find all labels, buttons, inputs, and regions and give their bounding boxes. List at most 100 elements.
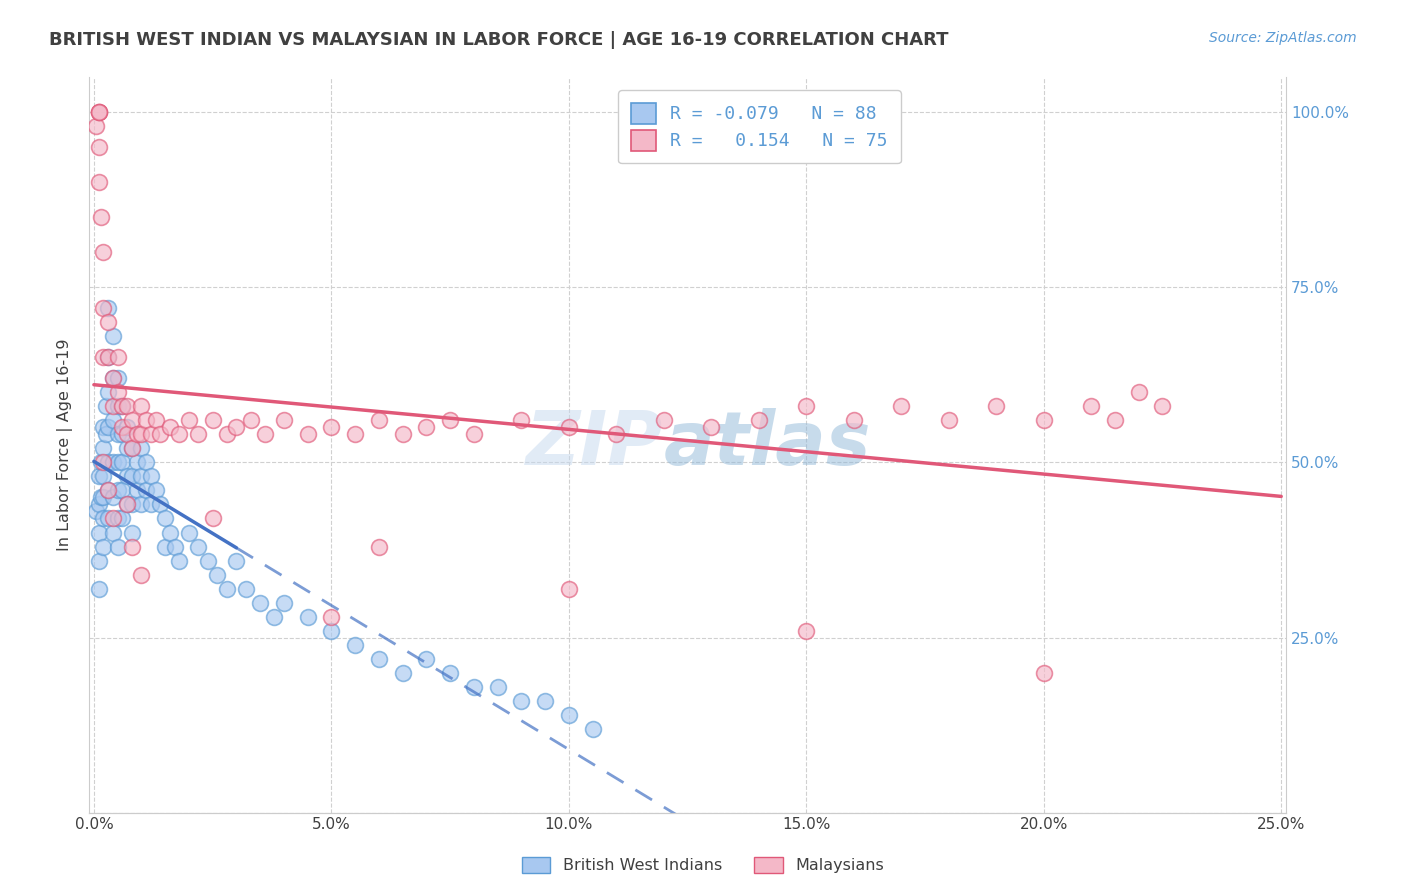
Point <box>115 427 138 442</box>
Point <box>986 400 1008 414</box>
Point <box>367 413 389 427</box>
Point <box>321 624 343 638</box>
Point <box>131 567 153 582</box>
Point <box>97 316 120 330</box>
Point <box>197 553 219 567</box>
Point <box>486 680 509 694</box>
Point <box>187 540 209 554</box>
Point <box>153 540 176 554</box>
Point <box>125 483 148 498</box>
Point <box>463 680 485 694</box>
Point <box>101 511 124 525</box>
Point <box>93 301 115 316</box>
Point <box>534 693 557 707</box>
Point <box>215 427 238 442</box>
Point <box>558 420 581 434</box>
Point <box>558 582 581 596</box>
Point <box>415 420 437 434</box>
Point <box>510 693 533 707</box>
Point <box>225 553 247 567</box>
Point <box>297 609 319 624</box>
Point <box>344 638 367 652</box>
Point <box>145 483 167 498</box>
Point <box>87 176 110 190</box>
Text: atlas: atlas <box>664 409 872 482</box>
Point <box>273 595 295 609</box>
Point <box>87 105 110 120</box>
Point <box>149 427 172 442</box>
Point <box>107 511 129 525</box>
Point <box>111 400 134 414</box>
Point <box>215 582 238 596</box>
Point <box>367 651 389 665</box>
Point <box>391 427 413 442</box>
Point <box>107 540 129 554</box>
Point <box>97 385 120 400</box>
Point <box>84 120 107 134</box>
Point <box>115 420 138 434</box>
Point <box>87 582 110 596</box>
Point <box>263 609 285 624</box>
Point <box>439 665 461 680</box>
Point <box>163 540 186 554</box>
Point <box>239 413 262 427</box>
Legend: British West Indians, Malaysians: British West Indians, Malaysians <box>515 850 891 880</box>
Point <box>463 427 485 442</box>
Point <box>153 511 176 525</box>
Point <box>415 651 437 665</box>
Point <box>249 595 271 609</box>
Point <box>145 413 167 427</box>
Text: BRITISH WEST INDIAN VS MALAYSIAN IN LABOR FORCE | AGE 16-19 CORRELATION CHART: BRITISH WEST INDIAN VS MALAYSIAN IN LABO… <box>49 31 949 49</box>
Point <box>94 427 117 442</box>
Point <box>107 400 129 414</box>
Point <box>1128 385 1150 400</box>
Point <box>107 351 129 365</box>
Point <box>169 553 191 567</box>
Point <box>115 442 138 456</box>
Point <box>111 427 134 442</box>
Text: ZIP: ZIP <box>526 409 664 482</box>
Point <box>97 483 120 498</box>
Point <box>177 413 200 427</box>
Point <box>121 498 143 512</box>
Point <box>344 427 367 442</box>
Point <box>107 385 129 400</box>
Point <box>107 455 129 469</box>
Point <box>125 455 148 469</box>
Text: Source: ZipAtlas.com: Source: ZipAtlas.com <box>1209 31 1357 45</box>
Legend: R = -0.079   N = 88, R =   0.154   N = 75: R = -0.079 N = 88, R = 0.154 N = 75 <box>619 90 901 163</box>
Point <box>131 400 153 414</box>
Point <box>652 413 675 427</box>
Point <box>794 400 817 414</box>
Point <box>139 498 162 512</box>
Point <box>87 469 110 483</box>
Point <box>101 525 124 540</box>
Point <box>93 455 115 469</box>
Point <box>131 469 153 483</box>
Point <box>1080 400 1102 414</box>
Point <box>605 427 627 442</box>
Point <box>794 624 817 638</box>
Point <box>131 442 153 456</box>
Point <box>101 455 124 469</box>
Point <box>107 427 129 442</box>
Point <box>159 525 181 540</box>
Point <box>125 427 148 442</box>
Point <box>111 455 134 469</box>
Point <box>94 400 117 414</box>
Point <box>139 427 162 442</box>
Point <box>87 105 110 120</box>
Point <box>90 455 112 469</box>
Point <box>93 442 115 456</box>
Point <box>748 413 770 427</box>
Point <box>97 351 120 365</box>
Point <box>84 504 107 518</box>
Point <box>201 511 224 525</box>
Point <box>87 498 110 512</box>
Point <box>890 400 912 414</box>
Point <box>93 351 115 365</box>
Point <box>510 413 533 427</box>
Point <box>225 420 247 434</box>
Point <box>115 400 138 414</box>
Point <box>111 420 134 434</box>
